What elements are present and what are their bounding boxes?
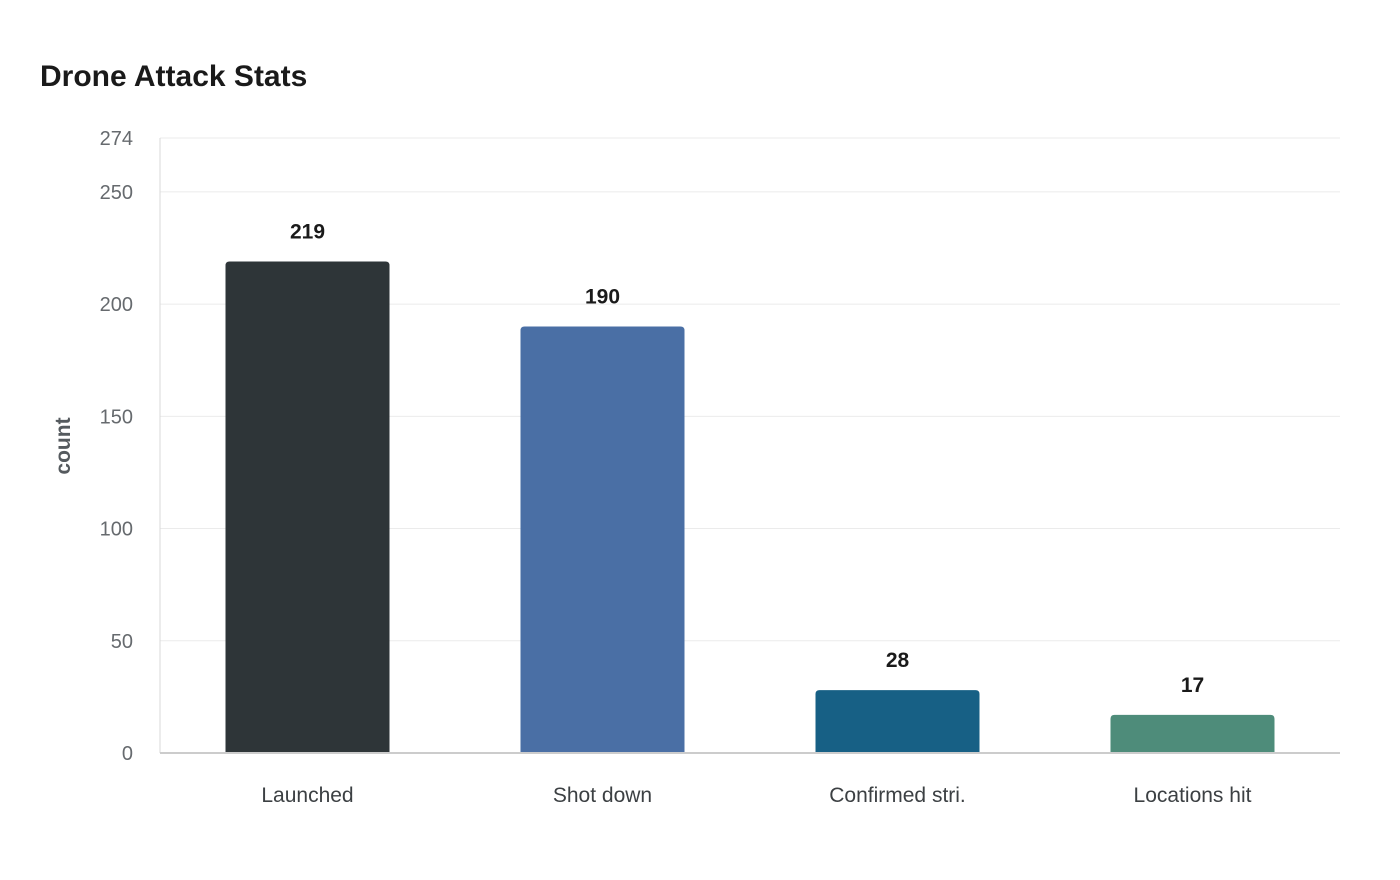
y-tick-label: 100: [100, 519, 133, 541]
x-tick-label: Locations hit: [1134, 784, 1252, 807]
y-axis-label: count: [52, 417, 75, 474]
bar-confirmed-stri-: [815, 690, 980, 753]
x-tick-label: Launched: [261, 784, 353, 807]
data-label: 190: [585, 286, 620, 309]
y-tick-label: 200: [100, 294, 133, 316]
bar-launched: [225, 261, 390, 753]
y-tick-label: 150: [100, 406, 133, 428]
y-tick-label: 50: [111, 631, 133, 653]
x-tick-label: Shot down: [553, 784, 652, 807]
y-tick-label: 250: [100, 182, 133, 204]
chart-title: Drone Attack Stats: [40, 60, 308, 93]
x-tick-label: Confirmed stri.: [829, 784, 966, 807]
y-tick-label: 0: [122, 743, 133, 765]
y-tick-label: 274: [100, 128, 133, 150]
bar-locations-hit: [1110, 714, 1275, 753]
data-label: 17: [1181, 674, 1204, 697]
bar-shot-down: [520, 326, 685, 753]
data-label: 28: [886, 649, 910, 672]
data-label: 219: [290, 220, 325, 243]
